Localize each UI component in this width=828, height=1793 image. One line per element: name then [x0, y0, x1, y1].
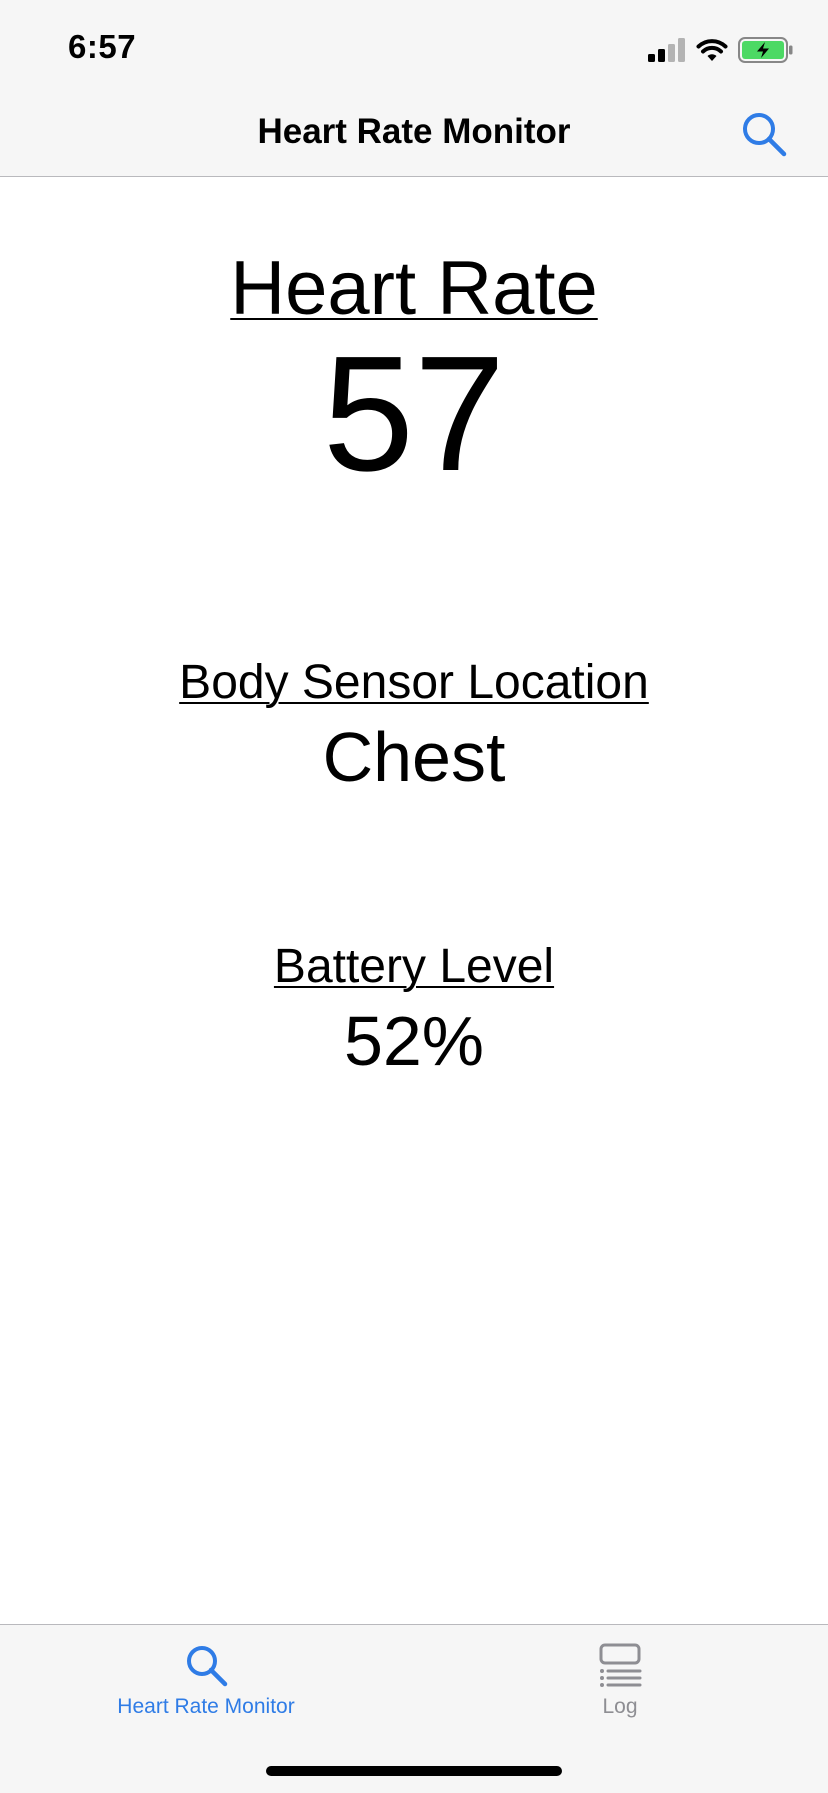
battery-level-value: 52% — [343, 1002, 485, 1080]
battery-level-label: Battery Level — [273, 940, 555, 993]
heart-rate-value: 57 — [322, 322, 506, 505]
body-sensor-location-label: Body Sensor Location — [179, 656, 649, 709]
nav-title: Heart Rate Monitor — [257, 112, 571, 151]
heart-rate-label: Heart Rate — [230, 246, 598, 331]
wifi-icon — [696, 39, 728, 61]
log-icon — [599, 1643, 642, 1687]
main-content: Heart Rate 57 Body Sensor Location Chest… — [0, 177, 828, 1624]
home-indicator — [266, 1766, 562, 1776]
search-icon — [743, 113, 787, 157]
status-time: 6:57 — [68, 28, 137, 65]
tab-heart-rate-monitor[interactable]: Heart Rate Monitor — [76, 1643, 336, 1719]
tab-bar: Heart Rate Monitor Log — [0, 1624, 828, 1793]
status-bar: 6:57 — [0, 0, 828, 100]
search-button[interactable] — [740, 110, 788, 158]
search-icon — [187, 1646, 228, 1687]
navigation-bar: Heart Rate Monitor — [0, 100, 828, 177]
tab-label: Heart Rate Monitor — [117, 1695, 295, 1718]
battery-charging-icon — [738, 37, 793, 63]
body-sensor-location-value: Chest — [322, 718, 506, 796]
tab-log[interactable]: Log — [490, 1643, 750, 1719]
tab-label: Log — [602, 1695, 638, 1718]
status-icons — [648, 34, 794, 66]
cellular-signal-icon — [648, 38, 685, 62]
